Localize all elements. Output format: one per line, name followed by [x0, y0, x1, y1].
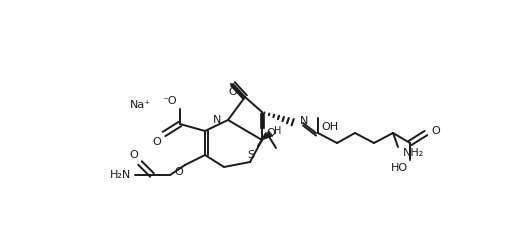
Text: OH: OH [321, 122, 338, 132]
Polygon shape [260, 113, 264, 128]
Text: H: H [275, 126, 282, 136]
Text: O: O [129, 150, 138, 160]
Text: O: O [431, 126, 440, 136]
Text: N: N [213, 115, 221, 125]
Text: N: N [300, 116, 308, 126]
Text: HO: HO [391, 163, 408, 173]
Text: O: O [152, 137, 161, 147]
Text: NH₂: NH₂ [403, 148, 424, 158]
Polygon shape [262, 131, 273, 140]
Text: H₂N: H₂N [110, 170, 131, 180]
Text: O: O [174, 167, 183, 177]
Text: ⁻O: ⁻O [162, 96, 177, 106]
Text: Na⁺: Na⁺ [129, 100, 151, 110]
Text: O: O [229, 87, 237, 97]
Text: S: S [248, 150, 254, 160]
Text: O: O [266, 128, 275, 138]
